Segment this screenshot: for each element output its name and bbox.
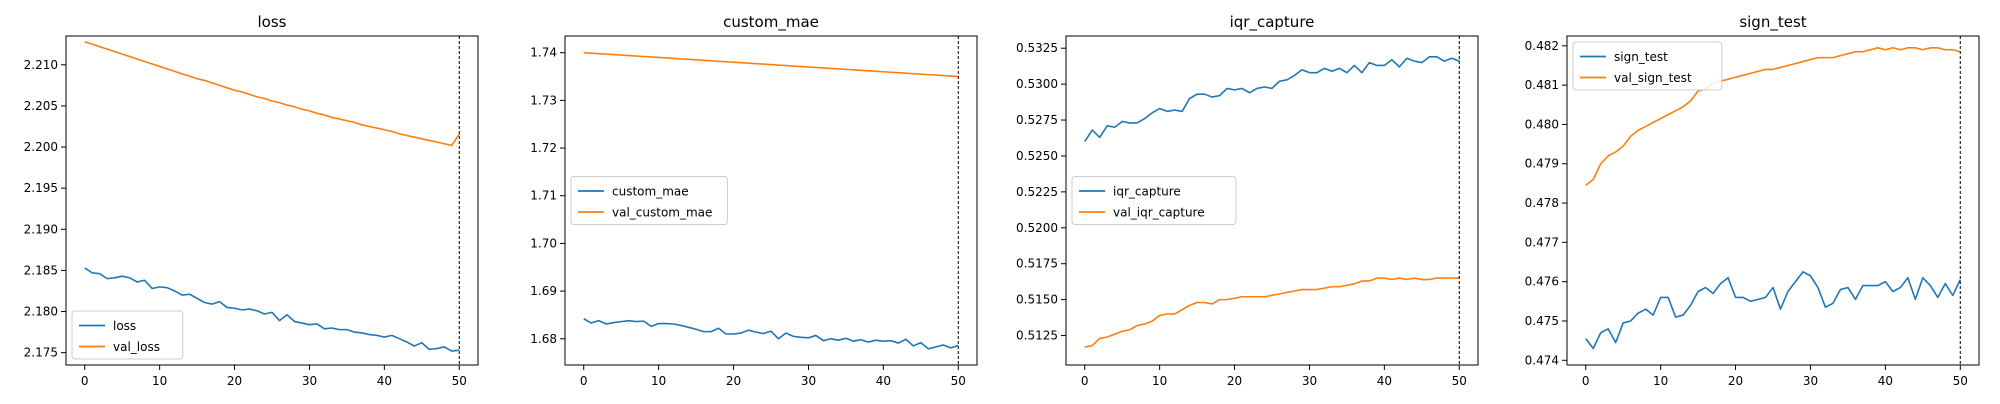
x-tick-label: 10 (1653, 374, 1668, 388)
x-tick-label: 50 (452, 374, 467, 388)
chart-0: loss 0 10 20 30 40 50 2.175 2.180 2.185 2.190 2.195… (24, 13, 479, 388)
plot-frame (1566, 35, 1980, 366)
y-tick-label: 2.190 (24, 222, 58, 236)
x-tick-label: 50 (1452, 374, 1467, 388)
legend-label: val_custom_mae (612, 206, 712, 220)
x-tick-label: 10 (1152, 374, 1167, 388)
legend-label: sign_test (1614, 50, 1668, 64)
series-line-loss (84, 267, 460, 352)
x-tick-label: 50 (951, 374, 966, 388)
legend-box (1572, 41, 1723, 91)
y-tick-label: 1.72 (530, 141, 557, 155)
y-tick-label: 0.477 (1525, 235, 1559, 249)
y-tick-label: 0.5150 (1016, 293, 1058, 307)
y-tick-label: 0.482 (1525, 39, 1559, 53)
y-tick-label: 0.480 (1525, 117, 1559, 131)
legend-box (1071, 176, 1237, 225)
y-tick-label: 2.195 (24, 181, 58, 195)
chart-title: custom_mae (723, 13, 819, 32)
y-tick-label: 0.479 (1525, 157, 1559, 171)
y-tick-label: 0.5200 (1016, 221, 1058, 235)
x-tick-label: 10 (152, 374, 167, 388)
y-tick-label: 1.73 (530, 93, 557, 107)
x-tick-label: 30 (1302, 374, 1317, 388)
series-line-iqr-capture (1084, 56, 1460, 143)
x-tick-label: 0 (580, 374, 588, 388)
chart-1: custom_mae 0 10 20 30 40 50 1.68 1.69 1.70 1.71 1.7… (530, 13, 978, 388)
legend: iqr_capture val_iqr_capture (1071, 176, 1237, 225)
y-tick-label: 2.205 (24, 99, 58, 113)
legend-label: val_iqr_capture (1113, 206, 1205, 220)
x-tick-label: 30 (302, 374, 317, 388)
chart-title: iqr_capture (1230, 13, 1315, 32)
y-tick-label: 1.71 (530, 189, 557, 203)
legend-box (570, 176, 728, 225)
y-tick-label: 2.180 (24, 305, 58, 319)
legend: custom_mae val_custom_mae (570, 176, 728, 225)
plot-frame (65, 35, 479, 366)
series-line-val-loss (84, 40, 460, 147)
x-tick-label: 0 (81, 374, 89, 388)
x-tick-label: 40 (377, 374, 392, 388)
y-tick-label: 0.478 (1525, 196, 1559, 210)
x-tick-label: 40 (876, 374, 891, 388)
y-tick-label: 0.475 (1525, 314, 1559, 328)
plot-frame (1065, 35, 1479, 366)
chart-2: iqr_capture 0 10 20 30 40 50 0.5125 0.5150 0.5175… (1016, 13, 1479, 388)
y-tick-label: 0.481 (1525, 78, 1559, 92)
x-tick-label: 20 (1227, 374, 1242, 388)
y-tick-label: 2.175 (24, 346, 58, 360)
x-tick-label: 50 (1953, 374, 1968, 388)
y-tick-label: 2.210 (24, 58, 58, 72)
series-line-custom-mae (583, 318, 959, 350)
x-tick-label: 30 (801, 374, 816, 388)
y-tick-label: 0.476 (1525, 275, 1559, 289)
y-tick-label: 0.5250 (1016, 149, 1058, 163)
y-tick-label: 2.185 (24, 263, 58, 277)
y-tick-label: 0.5325 (1016, 41, 1058, 55)
chart-title: sign_test (1739, 13, 1806, 32)
y-tick-label: 0.5225 (1016, 185, 1058, 199)
x-tick-label: 10 (651, 374, 666, 388)
series-line-sign-test (1585, 271, 1961, 350)
x-tick-label: 30 (1803, 374, 1818, 388)
chart-3: sign_test 0 10 20 30 40 50 0.474 0.475 0.476 0.477… (1525, 13, 1980, 388)
x-tick-label: 20 (726, 374, 741, 388)
chart-title: loss (258, 13, 287, 31)
legend-label: iqr_capture (1113, 185, 1181, 199)
legend: sign_test val_sign_test (1572, 41, 1723, 91)
series-line-val-iqr-capture (1084, 277, 1460, 348)
legend-label: val_loss (113, 340, 160, 354)
x-tick-label: 20 (227, 374, 242, 388)
legend-label: val_sign_test (1614, 71, 1692, 85)
y-tick-label: 2.200 (24, 140, 58, 154)
y-tick-label: 0.5300 (1016, 77, 1058, 91)
x-tick-label: 0 (1081, 374, 1089, 388)
series-line-val-custom-mae (583, 51, 959, 78)
x-tick-label: 40 (1377, 374, 1392, 388)
legend-label: custom_mae (612, 185, 689, 199)
legend: loss val_loss (71, 310, 184, 360)
plot-frame (564, 35, 978, 366)
y-tick-label: 0.5275 (1016, 113, 1058, 127)
y-tick-label: 0.5175 (1016, 257, 1058, 271)
x-tick-label: 40 (1878, 374, 1893, 388)
y-tick-label: 1.68 (530, 332, 557, 346)
y-tick-label: 1.70 (530, 236, 557, 250)
legend-label: loss (113, 319, 136, 333)
y-tick-label: 1.69 (530, 284, 557, 298)
y-tick-label: 0.474 (1525, 353, 1559, 367)
series-line-val-sign-test (1585, 46, 1961, 186)
y-tick-label: 0.5125 (1016, 329, 1058, 343)
x-tick-label: 20 (1728, 374, 1743, 388)
x-tick-label: 0 (1582, 374, 1590, 388)
y-tick-label: 1.74 (530, 46, 557, 60)
